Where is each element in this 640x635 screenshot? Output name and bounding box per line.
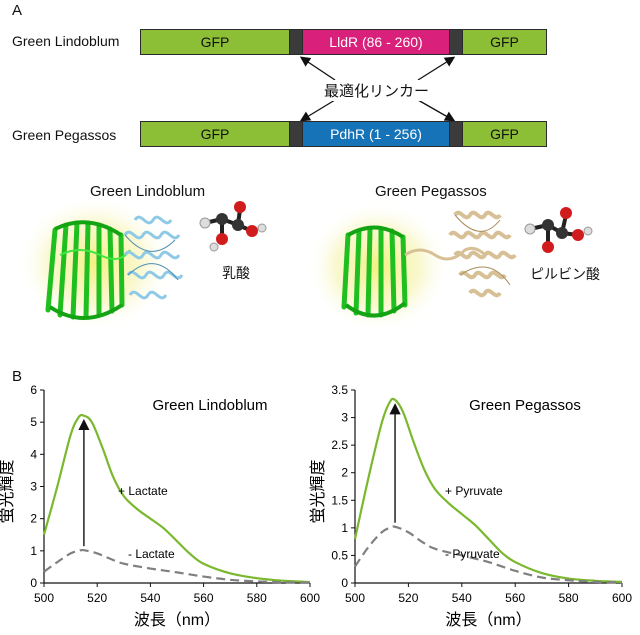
series-label: + Pyruvate [445, 484, 503, 498]
linker-segment [289, 121, 303, 147]
x-tick-label: 580 [247, 591, 267, 605]
structure-title-lindoblum: Green Lindoblum [90, 183, 206, 200]
chart-title: Green Lindoblum [152, 397, 267, 414]
lldr-segment: LldR (86 - 260) [302, 29, 450, 55]
y-tick-label: 5 [30, 415, 37, 429]
spectra-charts: 0 1 2 3 4 5 6 500 520 540 560 580 600 + Lactate - Lact… [0, 383, 632, 629]
x-tick-label: 560 [194, 591, 214, 605]
pdhr-segment: PdhR (1 - 256) [302, 121, 450, 147]
series-label: + Lactate [118, 484, 168, 498]
x-tick-label: 580 [559, 591, 579, 605]
x-tick-label: 560 [505, 591, 525, 605]
x-tick-label: 500 [345, 591, 365, 605]
x-axis-label: 波長（nm） [445, 611, 531, 629]
y-tick-label: 1.5 [331, 493, 348, 507]
y-tick-label: 0 [30, 576, 37, 590]
x-tick-label: 600 [612, 591, 632, 605]
y-tick-label: 3 [30, 480, 37, 494]
gfp-segment-right-2: GFP [462, 121, 547, 147]
lactate-molecule-icon [199, 201, 267, 252]
chart-title: Green Pegassos [469, 397, 581, 414]
x-tick-label: 540 [452, 591, 472, 605]
y-tick-label: 3.5 [331, 383, 348, 397]
y-tick-label: 0 [341, 576, 348, 590]
x-tick-label: 600 [300, 591, 320, 605]
series-line-bound [42, 413, 311, 584]
y-tick-label: 1 [30, 544, 37, 558]
linker-arrows [299, 56, 456, 122]
linker-segment [449, 121, 463, 147]
series-line-unbound [43, 548, 311, 584]
protein-structures [17, 195, 593, 333]
y-axis-label: 蛍光輝度 [309, 459, 327, 523]
construct-name-lindoblum: Green Lindoblum [12, 33, 120, 49]
molecule-label-lactate: 乳酸 [222, 266, 250, 282]
x-tick-label: 520 [398, 591, 418, 605]
chart-lindoblum: 0 1 2 3 4 5 6 500 520 540 560 580 600 + Lactate - Lact… [0, 383, 320, 629]
structure-title-pegassos: Green Pegassos [375, 183, 487, 200]
pyruvate-molecule-icon [524, 207, 593, 253]
series-line-unbound [354, 525, 623, 584]
series-label: - Lactate [128, 547, 175, 561]
pegassos-structure-icon [306, 201, 517, 333]
y-tick-label: 1 [341, 521, 348, 535]
chart-pegassos: 0 0.5 1 1.5 2 2.5 3 3.5 500 520 540 560 580 600 + Pyru… [309, 383, 632, 629]
x-tick-label: 520 [87, 591, 107, 605]
series-label: - Pyruvate [445, 547, 500, 561]
linker-label: 最適化リンカー [322, 80, 432, 101]
panel-b-label: B [12, 368, 23, 385]
panel-a-label: A [12, 2, 23, 19]
x-tick-label: 500 [34, 591, 54, 605]
lindoblum-structure-icon [17, 195, 184, 331]
molecule-label-pyruvate: ピルビン酸 [530, 267, 600, 283]
y-axis-label: 蛍光輝度 [0, 459, 16, 523]
y-tick-label: 6 [30, 383, 37, 397]
construct-name-pegassos: Green Pegassos [12, 127, 117, 143]
x-tick-label: 540 [140, 591, 160, 605]
gfp-segment-left-2: GFP [140, 121, 290, 147]
y-tick-label: 2 [341, 466, 348, 480]
gfp-segment-right-1: GFP [462, 29, 547, 55]
series-line-bound [353, 397, 623, 583]
y-tick-label: 3 [341, 411, 348, 425]
y-tick-label: 0.5 [331, 548, 348, 562]
x-axis-label: 波長（nm） [134, 611, 220, 629]
y-tick-label: 2 [30, 512, 37, 526]
y-tick-label: 4 [30, 447, 37, 461]
y-tick-label: 2.5 [331, 438, 348, 452]
gfp-segment-left-1: GFP [140, 29, 290, 55]
